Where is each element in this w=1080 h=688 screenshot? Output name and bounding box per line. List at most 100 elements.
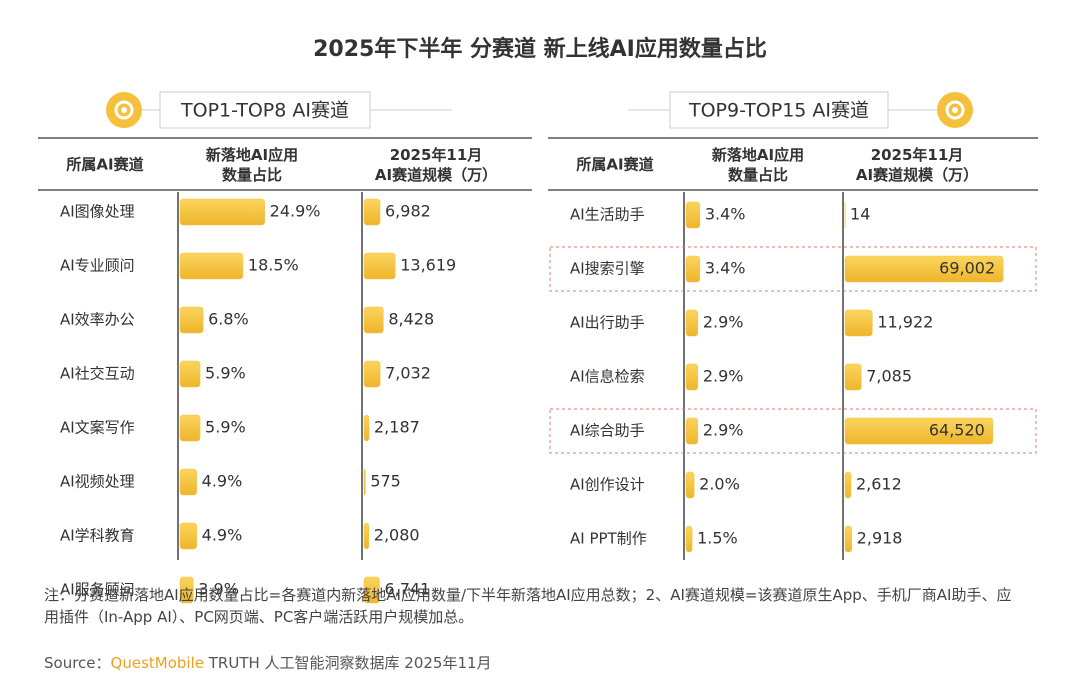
title: 2025年下半年 分赛道 新上线AI应用数量占比: [313, 36, 767, 62]
column-header: 2025年11月 AI赛道规模（万）: [856, 146, 978, 184]
bar: [179, 414, 201, 442]
value-label: 2.9%: [703, 313, 744, 332]
value-label: 24.9%: [270, 202, 321, 221]
icon-ring: [945, 100, 965, 120]
bar: [685, 309, 699, 337]
value-label: 2,612: [856, 475, 902, 494]
value-label: 14: [850, 205, 870, 224]
value-label: 3.4%: [705, 259, 746, 278]
source-text: TRUTH 人工智能洞察数据库 2025年11月: [203, 654, 492, 672]
column-header: 新落地AI应用数量占比: [206, 146, 298, 184]
bar: [179, 576, 194, 604]
value-label: 6,982: [385, 202, 431, 221]
bar: [363, 468, 366, 496]
category-label: AI社交互动: [60, 365, 135, 383]
bar: [179, 468, 197, 496]
bar: [363, 306, 384, 334]
value-label: 5.9%: [205, 418, 246, 437]
note: 注：分赛道新落地AI应用数量占比=各赛道内新落地AI应用数量/下半年新落地AI应…: [44, 586, 1012, 626]
value-label: 2,080: [374, 526, 420, 545]
value-label: 2.9%: [703, 421, 744, 440]
source-brand: QuestMobile: [110, 654, 204, 672]
header-line: 新落地AI应用: [206, 146, 298, 164]
category-label: AI综合助手: [570, 422, 645, 440]
bar: [844, 255, 1004, 283]
category-label: AI PPT制作: [570, 530, 647, 548]
bar: [685, 363, 699, 391]
bar: [685, 255, 701, 283]
source: Source：QuestMobile TRUTH 人工智能洞察数据库 2025年…: [44, 652, 492, 673]
column-header: 所属AI赛道: [66, 156, 143, 174]
header-line: 新落地AI应用: [712, 146, 804, 164]
value-label: 575: [370, 472, 401, 491]
value-label: 64,520: [929, 421, 985, 440]
bar: [179, 522, 197, 550]
highlight-box: [549, 246, 1037, 292]
value-label: 4.9%: [202, 526, 243, 545]
highlight-box: [549, 408, 1037, 454]
panel-title: TOP1-TOP8 AI赛道: [180, 100, 349, 122]
icon-dot: [952, 107, 958, 113]
value-label: 7,032: [385, 364, 431, 383]
value-label: 69,002: [939, 259, 995, 278]
bar: [844, 309, 873, 337]
value-label: 3.9%: [198, 580, 239, 599]
bar: [363, 522, 370, 550]
category-label: AI专业顾问: [60, 257, 135, 275]
value-label: 6,741: [384, 580, 430, 599]
bar: [844, 525, 852, 553]
value-label: 3.4%: [705, 205, 746, 224]
value-label: 13,619: [400, 256, 456, 275]
panel-title: TOP9-TOP15 AI赛道: [688, 100, 869, 122]
column-header: 2025年11月 AI赛道规模（万）: [375, 146, 497, 184]
pill-box: [159, 91, 371, 129]
value-label: 1.5%: [697, 529, 738, 548]
value-label: 8,428: [388, 310, 434, 329]
category-label: AI搜索引擎: [570, 260, 645, 278]
value-label: 7,085: [866, 367, 912, 386]
bar: [179, 306, 204, 334]
value-label: 4.9%: [202, 472, 243, 491]
bar: [685, 201, 701, 229]
header-line: AI赛道规模（万）: [375, 166, 497, 184]
icon-dot: [121, 107, 127, 113]
header-line: 数量占比: [728, 166, 788, 184]
header-line: AI赛道规模（万）: [856, 166, 978, 184]
pill-box: [669, 91, 889, 129]
bar: [363, 198, 381, 226]
header-line: 2025年11月: [871, 146, 964, 164]
bar: [844, 471, 852, 499]
category-label: AI视频处理: [60, 473, 135, 491]
category-label: AI图像处理: [60, 203, 135, 221]
value-label: 2.0%: [699, 475, 740, 494]
bar: [363, 360, 381, 388]
bar: [685, 525, 693, 553]
value-label: 5.9%: [205, 364, 246, 383]
bar: [363, 576, 380, 604]
bar: [179, 198, 265, 226]
source-label: Source：: [44, 654, 111, 672]
column-header: 所属AI赛道: [576, 156, 653, 174]
bar: [179, 360, 201, 388]
value-label: 2,918: [857, 529, 903, 548]
category-label: AI生活助手: [570, 206, 645, 224]
category-label: AI效率办公: [60, 311, 135, 329]
value-label: 18.5%: [248, 256, 299, 275]
category-label: AI服务顾问: [60, 581, 135, 599]
header-line: 2025年11月: [390, 146, 483, 164]
bar: [363, 414, 370, 442]
value-label: 2.9%: [703, 367, 744, 386]
column-header: 新落地AI应用数量占比: [712, 146, 804, 184]
value-label: 11,922: [877, 313, 933, 332]
category-label: AI文案写作: [60, 419, 135, 437]
bar: [844, 417, 994, 445]
category-label: AI创作设计: [570, 476, 645, 494]
header-line: 数量占比: [222, 166, 282, 184]
category-label: AI信息检索: [570, 368, 645, 386]
value-label: 6.8%: [208, 310, 249, 329]
value-label: 2,187: [374, 418, 420, 437]
category-label: AI出行助手: [570, 314, 645, 332]
icon-ring: [114, 100, 134, 120]
